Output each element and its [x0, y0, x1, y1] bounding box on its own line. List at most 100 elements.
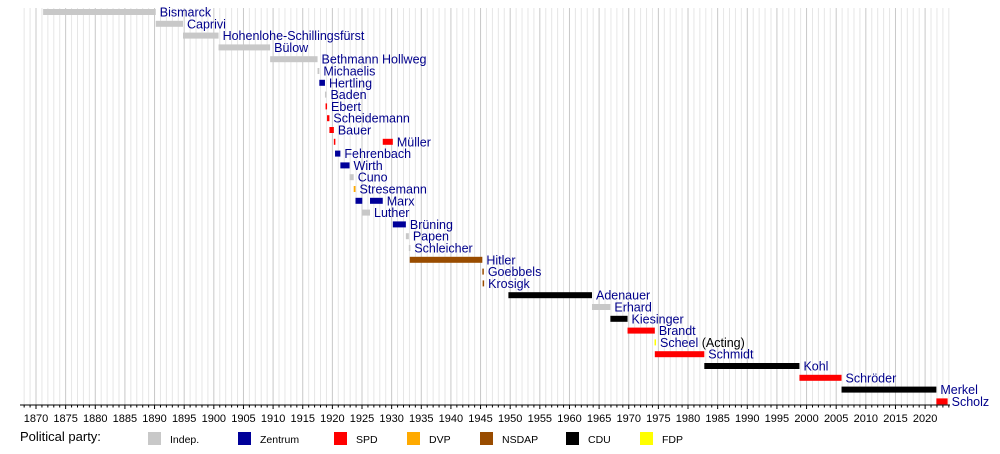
term-bar: [370, 197, 383, 204]
term-bar: [349, 174, 354, 181]
chancellor-label: Schleicher: [414, 242, 472, 256]
chancellor-label: Michaelis: [323, 65, 375, 79]
term-bar: [799, 374, 842, 381]
term-bar: [155, 20, 184, 27]
x-tick-label: 1995: [765, 413, 789, 425]
x-tick-label: 1880: [83, 413, 107, 425]
term-bar: [43, 9, 156, 15]
chancellor-label: Adenauer: [596, 289, 650, 303]
chancellor-label: Scholz: [952, 395, 990, 409]
term-bar: [270, 56, 318, 63]
legend-label-spd: SPD: [356, 434, 378, 446]
chancellor-label: Fehrenbach: [344, 147, 411, 161]
term-bar: [482, 280, 485, 287]
chancellor-label: Caprivi: [187, 17, 226, 31]
x-tick-label: 1975: [646, 413, 670, 425]
grid-lines: [23, 8, 950, 405]
x-tick-label: 1945: [468, 413, 492, 425]
term-bar: [183, 32, 219, 39]
term-bar: [654, 351, 705, 358]
term-bar: [340, 162, 350, 169]
chancellor-label: Krosigk: [488, 277, 530, 291]
term-bar: [329, 127, 334, 133]
x-tick-label: 1890: [142, 413, 166, 425]
x-tick-label: 1905: [231, 413, 255, 425]
x-tick-label: 1960: [557, 413, 581, 425]
chancellor-label: Schröder: [846, 371, 897, 385]
chancellor-label: Wirth: [354, 159, 383, 173]
term-bar: [408, 245, 411, 251]
legend-label-cdu: CDU: [588, 434, 611, 446]
legend-swatch-zentrum: [238, 432, 251, 445]
legend-swatch-nsdap: [480, 432, 493, 445]
x-tick-label: 2010: [854, 413, 878, 425]
legend-swatch-indep: [148, 432, 161, 445]
chancellor-label: Luther: [374, 206, 409, 220]
x-tick-label: 1955: [528, 413, 552, 425]
term-bar: [654, 339, 657, 346]
chancellor-label: Erhard: [614, 301, 652, 315]
x-tick-label: 1885: [113, 413, 137, 425]
legend-label-indep: Indep.: [170, 434, 199, 446]
chancellor-label: Scheel (Acting): [660, 336, 745, 350]
chancellor-label: Müller: [397, 135, 431, 149]
chancellor-label: Hitler: [486, 253, 515, 267]
x-tick-label: 1935: [409, 413, 433, 425]
term-bar: [355, 197, 363, 204]
x-tick-label: 1920: [320, 413, 344, 425]
legend-swatch-fdp: [640, 432, 653, 445]
x-tick-label: 2000: [794, 413, 818, 425]
term-bar: [362, 209, 371, 216]
legend-swatch-dvp: [407, 432, 420, 445]
chancellor-label: Cuno: [358, 171, 388, 185]
term-bar: [319, 79, 325, 86]
x-tick-label: 1965: [587, 413, 611, 425]
chancellor-label: Goebbels: [488, 265, 542, 279]
chancellor-label: Schmidt: [708, 348, 754, 362]
chancellor-label: Kohl: [803, 360, 828, 374]
x-tick-label: 1895: [172, 413, 196, 425]
term-bar: [333, 138, 336, 145]
term-bar: [324, 91, 327, 98]
term-bar: [591, 304, 611, 310]
chancellor-label: Bülow: [274, 41, 309, 55]
chancellor-label: Hohenlohe-Schillingsfürst: [223, 29, 365, 43]
term-bar: [405, 233, 409, 240]
term-bar: [382, 138, 393, 145]
x-tick-label: 1940: [439, 413, 463, 425]
legend-swatch-cdu: [566, 432, 579, 445]
term-bar: [325, 103, 328, 110]
legend-label-dvp: DVP: [429, 434, 451, 446]
term-bar: [704, 363, 800, 369]
x-tick-label: 1875: [53, 413, 77, 425]
x-tick-label: 1925: [350, 413, 374, 425]
chancellor-label: Scheidemann: [333, 112, 409, 126]
x-tick-label: 1950: [498, 413, 522, 425]
x-tick-label: 1900: [202, 413, 226, 425]
x-tick-label: 1990: [735, 413, 759, 425]
x-tick-label: 1980: [676, 413, 700, 425]
x-tick-label: 2020: [913, 413, 937, 425]
x-tick-label: 1930: [379, 413, 403, 425]
chancellor-labels: BismarckCapriviHohenlohe-Schillingsfürst…: [160, 6, 989, 409]
term-bars: [43, 9, 948, 405]
x-tick-label: 2005: [824, 413, 848, 425]
term-bar: [317, 68, 320, 74]
chancellor-label: Marx: [387, 194, 416, 208]
chancellor-label: Bethmann Hollweg: [322, 53, 427, 67]
x-tick-label: 1915: [290, 413, 314, 425]
x-tick-label: 2015: [883, 413, 907, 425]
x-tick-label: 1870: [24, 413, 48, 425]
chancellor-label: Kiesinger: [632, 312, 684, 326]
x-tick-label: 1970: [616, 413, 640, 425]
legend-swatch-spd: [334, 432, 347, 445]
chancellor-label: Stresemann: [359, 183, 426, 197]
term-bar: [218, 44, 271, 51]
chancellor-label: Brandt: [659, 324, 696, 338]
chancellor-label: Ebert: [331, 100, 361, 114]
legend-label-zentrum: Zentrum: [260, 434, 299, 446]
legend: Political party: Indep. Zentrum SPD DVP NSDA…: [20, 429, 683, 446]
chancellor-label: Baden: [330, 88, 366, 102]
legend-title: Political party:: [20, 429, 101, 444]
